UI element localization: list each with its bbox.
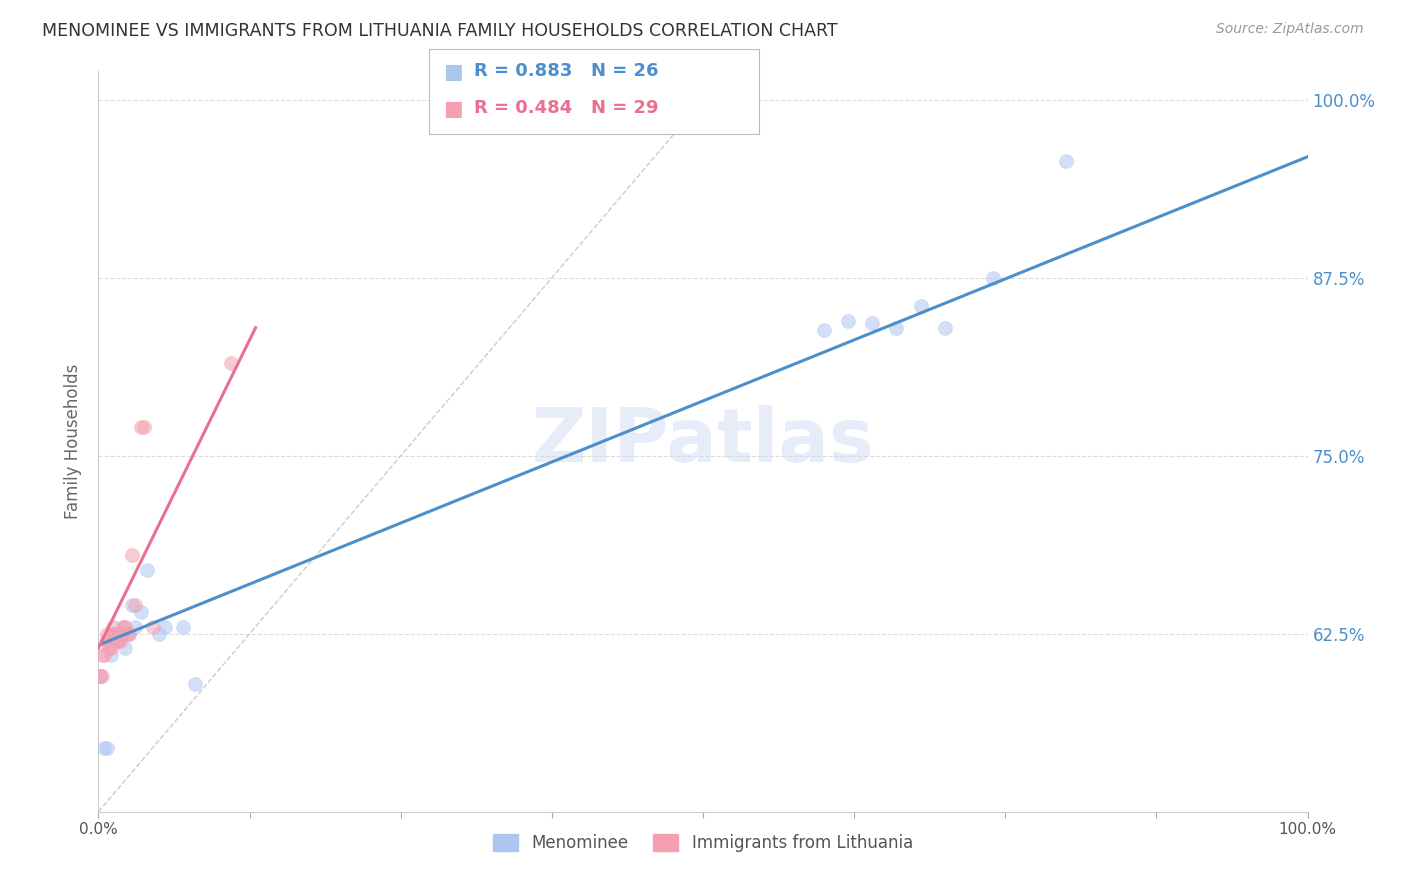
Point (118, 626, 141, 640)
Point (111, 619, 134, 633)
Point (142, 619, 165, 633)
Point (124, 619, 146, 633)
Point (93, 648, 115, 662)
Point (981, 270, 1004, 285)
Point (184, 676, 207, 690)
Point (114, 619, 136, 633)
Point (134, 420, 156, 434)
Text: MENOMINEE VS IMMIGRANTS FROM LITHUANIA FAMILY HOUSEHOLDS CORRELATION CHART: MENOMINEE VS IMMIGRANTS FROM LITHUANIA F… (42, 22, 838, 40)
Point (934, 320, 956, 334)
Point (172, 619, 194, 633)
Point (910, 299, 932, 313)
Point (129, 606, 152, 620)
Text: N = 29: N = 29 (591, 99, 658, 117)
Point (121, 599, 143, 613)
Point (108, 626, 131, 640)
Point (837, 313, 859, 327)
Point (117, 626, 139, 640)
Point (108, 626, 131, 640)
Point (96, 626, 118, 640)
Text: N = 26: N = 26 (591, 62, 658, 80)
Point (100, 633, 122, 648)
Point (103, 626, 125, 640)
Point (860, 317, 883, 331)
Point (91, 669, 114, 683)
Point (89, 669, 111, 683)
Text: ■: ■ (443, 99, 463, 119)
Point (118, 626, 141, 640)
Y-axis label: Family Households: Family Households (65, 364, 83, 519)
Point (135, 563, 157, 577)
Point (121, 549, 143, 563)
Point (110, 626, 132, 640)
Legend: Menominee, Immigrants from Lithuania: Menominee, Immigrants from Lithuania (486, 828, 920, 859)
Text: ZIPatlas: ZIPatlas (531, 405, 875, 478)
Point (221, 356, 243, 370)
Point (93, 740, 115, 755)
Point (98, 640, 121, 655)
Point (105, 633, 128, 648)
Text: R = 0.883: R = 0.883 (474, 62, 572, 80)
Point (96, 740, 118, 755)
Point (813, 324, 835, 338)
Point (107, 633, 129, 648)
Point (111, 626, 134, 640)
Point (114, 640, 136, 655)
Text: ■: ■ (443, 62, 463, 82)
Point (97, 633, 120, 648)
Point (153, 619, 176, 633)
Point (129, 420, 152, 434)
Point (100, 640, 122, 655)
Point (100, 648, 122, 662)
Point (91, 648, 114, 662)
Point (101, 619, 124, 633)
Point (112, 619, 135, 633)
Point (103, 626, 125, 640)
Point (104, 626, 127, 640)
Point (105, 633, 128, 648)
Point (886, 320, 908, 334)
Text: R = 0.484: R = 0.484 (474, 99, 572, 117)
Point (1054, 154, 1077, 169)
Point (108, 633, 131, 648)
Point (94, 633, 117, 648)
Point (89, 669, 111, 683)
Point (124, 599, 146, 613)
Point (148, 626, 170, 640)
Text: Source: ZipAtlas.com: Source: ZipAtlas.com (1216, 22, 1364, 37)
